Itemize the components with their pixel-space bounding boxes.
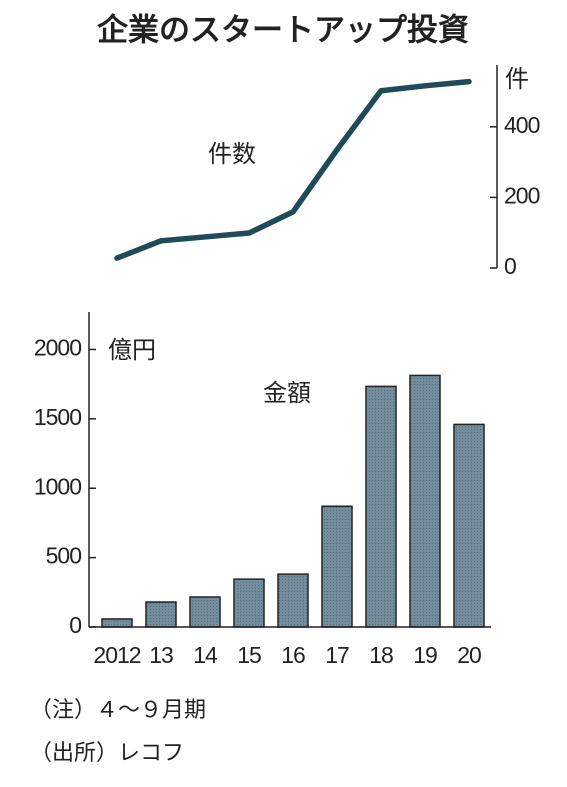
y-tick-label: 200: [504, 182, 540, 208]
y-tick-label: 1500: [34, 404, 81, 430]
y-tick-label: 0: [504, 253, 516, 279]
y-tick-label: 400: [504, 112, 540, 138]
chart-title: 企業のスタートアップ投資: [97, 13, 469, 49]
note: （注）４～９月期: [30, 698, 206, 723]
bar-texture: [410, 375, 440, 627]
x-tick-label: 16: [281, 642, 305, 668]
x-tick-label: 18: [369, 642, 393, 668]
line: [114, 78, 472, 261]
y-tick-label: 0: [69, 612, 81, 638]
bar-texture: [366, 386, 396, 627]
y-tick-label: 2000: [34, 335, 81, 361]
note: （出所）レコフ: [30, 741, 184, 766]
series-label: 金額: [263, 379, 311, 407]
x-tick-label: 20: [457, 642, 481, 668]
bar-texture: [322, 506, 352, 627]
x-tick-label: 2012: [93, 642, 140, 668]
bar-texture: [234, 579, 264, 627]
y-unit: 億円: [108, 336, 156, 364]
x-tick-label: 17: [325, 642, 349, 668]
y-unit: 件: [505, 65, 529, 93]
series-label: 件数: [208, 140, 256, 168]
bar-texture: [146, 602, 176, 627]
y-tick-label: 500: [46, 543, 82, 569]
x-tick-label: 19: [413, 642, 437, 668]
bar-texture: [454, 424, 484, 627]
y-tick-label: 1000: [34, 473, 81, 499]
bar-texture: [190, 597, 220, 627]
bar-texture: [102, 618, 132, 627]
bar-texture: [278, 574, 308, 627]
x-tick-label: 15: [237, 642, 261, 668]
x-tick-label: 13: [149, 642, 173, 668]
x-tick-label: 14: [193, 642, 218, 668]
